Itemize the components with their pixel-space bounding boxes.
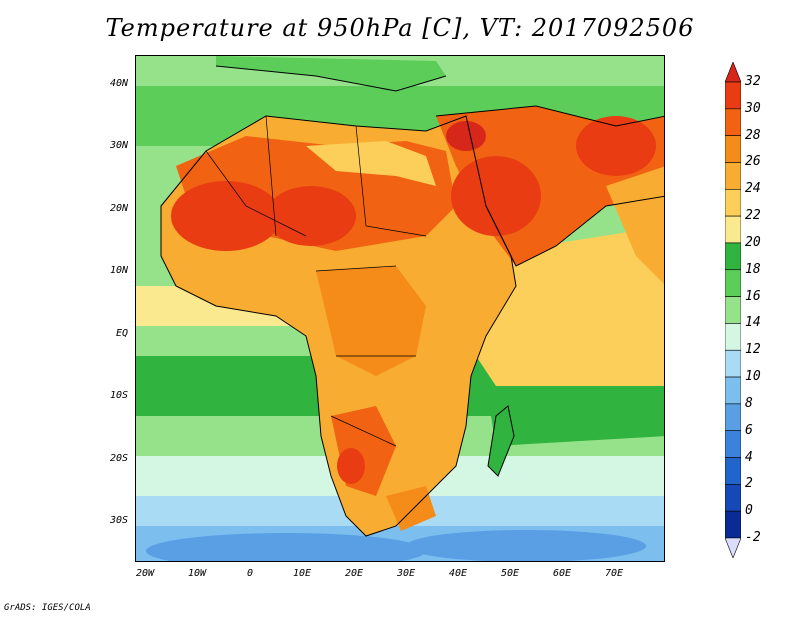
colorbar-label: 14 xyxy=(745,315,761,331)
lon-tick-label: 60E xyxy=(552,568,572,579)
colorbar-label: 16 xyxy=(745,288,761,304)
colorbar xyxy=(725,62,741,558)
colorbar-label: 22 xyxy=(745,208,761,224)
colorbar-swatch xyxy=(725,349,741,378)
lat-tick-label: 20S xyxy=(109,453,128,464)
lat-tick-label: 30N xyxy=(109,140,128,151)
colorbar-label: 12 xyxy=(745,342,761,358)
colorbar-label: 0 xyxy=(745,503,753,519)
colorbar-top-arrow xyxy=(725,62,741,83)
colorbar-swatch xyxy=(725,269,741,297)
colorbar-label: -2 xyxy=(745,530,761,545)
colorbar-label: 26 xyxy=(745,154,761,170)
colorbar-swatch xyxy=(725,510,741,539)
colorbar-swatch xyxy=(725,296,741,324)
lon-tick-label: 10W xyxy=(187,568,207,579)
colorbar-label: 10 xyxy=(745,369,761,385)
lon-tick-label: 30E xyxy=(396,568,416,579)
colorbar-label: 30 xyxy=(745,100,761,116)
colorbar-swatch xyxy=(725,242,741,271)
colorbar-swatch xyxy=(725,188,741,217)
lon-tick-label: 20W xyxy=(135,568,155,579)
credit-text: GrADS: IGES/COLA xyxy=(4,603,91,613)
lon-tick-label: 40E xyxy=(448,568,468,579)
lat-tick-label: EQ xyxy=(115,328,128,339)
colorbar-label: 4 xyxy=(745,449,753,465)
colorbar-label: 2 xyxy=(745,476,753,492)
lon-tick-label: 20E xyxy=(344,568,364,579)
lat-tick-label: 40N xyxy=(109,78,128,89)
colorbar-swatch xyxy=(725,457,741,485)
colorbar-swatch xyxy=(725,484,741,512)
colorbar-swatch xyxy=(725,215,741,244)
colorbar-swatch xyxy=(725,403,741,432)
colorbar-swatch xyxy=(725,430,741,458)
colorbar-label: 28 xyxy=(745,127,761,143)
lat-tick-label: 10N xyxy=(109,265,128,276)
temperature-map xyxy=(135,55,665,562)
colorbar-swatch xyxy=(725,376,741,405)
colorbar-swatch xyxy=(725,108,741,136)
colorbar-label: 8 xyxy=(745,395,753,411)
lat-tick-label: 20N xyxy=(109,203,128,214)
colorbar-label: 32 xyxy=(745,74,761,89)
lon-tick-label: 70E xyxy=(604,568,624,579)
colorbar-swatch xyxy=(725,323,741,351)
colorbar-label: 18 xyxy=(745,261,761,277)
colorbar-label: 20 xyxy=(745,234,761,250)
colorbar-label: 6 xyxy=(745,422,753,438)
colorbar-bottom-arrow xyxy=(725,537,741,558)
lat-tick-label: 30S xyxy=(109,515,128,526)
colorbar-label: 24 xyxy=(745,181,761,197)
lat-tick-label: 10S xyxy=(109,390,128,401)
lon-tick-label: 0 xyxy=(246,568,254,579)
colorbar-swatch xyxy=(725,162,741,190)
colorbar-swatch xyxy=(725,81,741,110)
colorbar-swatch xyxy=(725,135,741,163)
lon-tick-label: 10E xyxy=(292,568,312,579)
lon-tick-label: 50E xyxy=(500,568,520,579)
chart-title: Temperature at 950hPa [C], VT: 201709250… xyxy=(105,14,695,42)
